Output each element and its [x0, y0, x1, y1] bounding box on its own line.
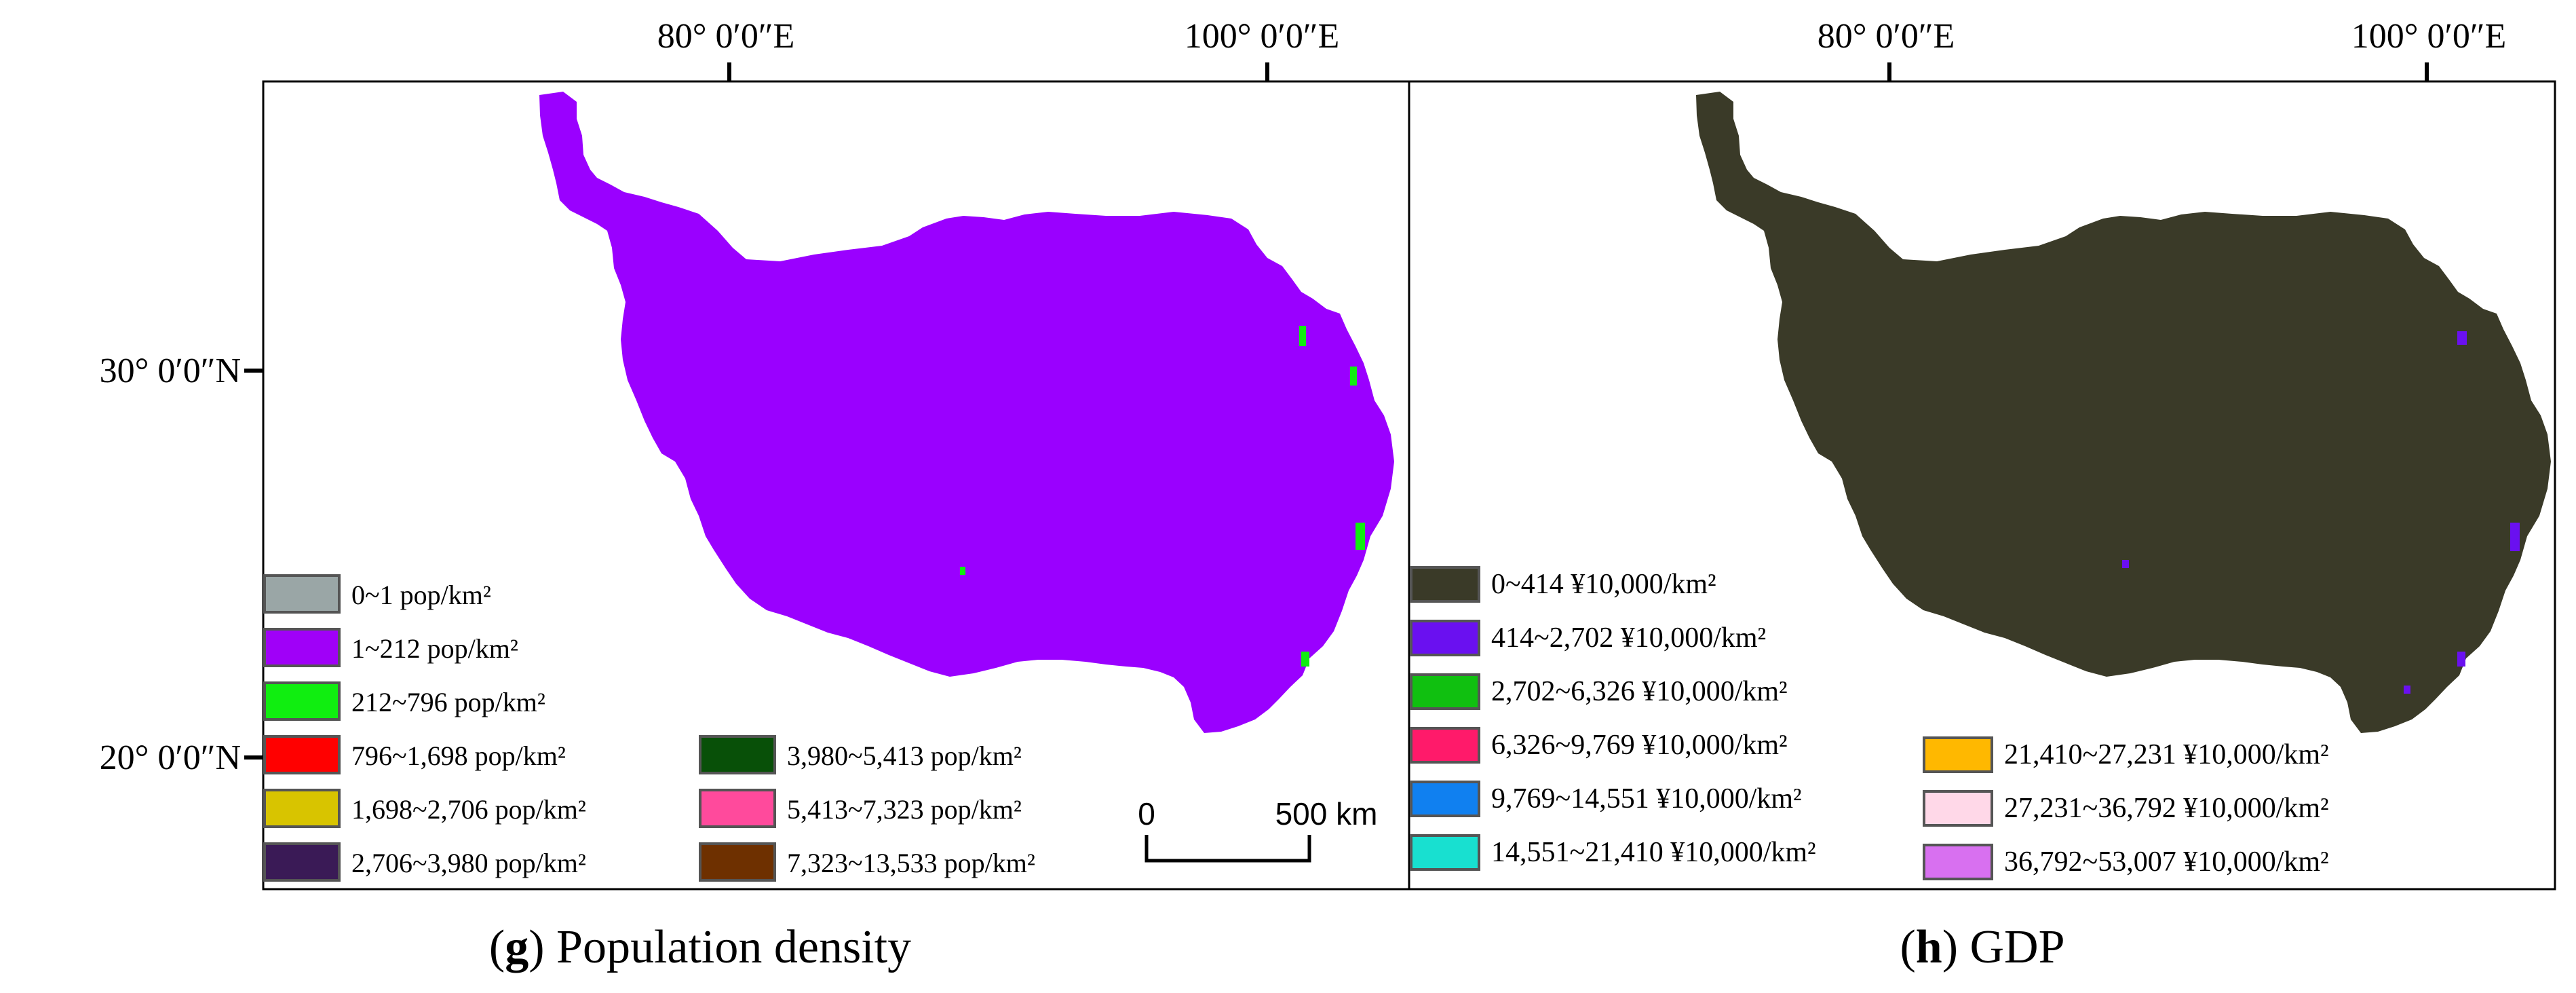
latitude-label: 20° 0′0″N — [100, 738, 241, 777]
legend-item: 14,551~21,410 ¥10,000/km² — [1410, 834, 1816, 871]
patch — [2122, 560, 2129, 568]
legend-gdp: 0~414 ¥10,000/km² 414~2,702 ¥10,000/km² 2,… — [1410, 566, 2329, 880]
legend-item: 27,231~36,792 ¥10,000/km² — [1923, 790, 2329, 827]
legend-item: 7,323~13,533 pop/km² — [699, 842, 1035, 882]
patch — [1350, 367, 1357, 386]
legend-label: 2,706~3,980 pop/km² — [351, 848, 586, 878]
legend-item: 21,410~27,231 ¥10,000/km² — [1923, 736, 2329, 773]
gdp-patches — [2122, 331, 2520, 694]
legend-swatch — [263, 681, 341, 721]
legend-item: 414~2,702 ¥10,000/km² — [1410, 620, 1766, 656]
legend-label: 27,231~36,792 ¥10,000/km² — [2004, 793, 2329, 824]
patch — [2457, 652, 2465, 667]
scale-end-label: 500 km — [1275, 796, 1378, 831]
legend-label: 9,769~14,551 ¥10,000/km² — [1491, 783, 1802, 814]
legend-swatch — [1923, 790, 1993, 827]
legend-population-density: 0~1 pop/km² 1~212 pop/km² 212~796 pop/km² 7… — [263, 574, 1035, 882]
legend-swatch — [1410, 834, 1480, 871]
legend-item: 796~1,698 pop/km² — [263, 735, 566, 774]
legend-swatch — [1410, 620, 1480, 656]
longitude-label: 100° 0′0″E — [2351, 17, 2507, 56]
left-graticule: 30° 0′0″N 20° 0′0″N — [100, 352, 265, 777]
top-graticule: 80° 0′0″E 100° 0′0″E 80° 0′0″E 100° 0′0″… — [657, 17, 2507, 83]
patch — [2510, 523, 2520, 551]
longitude-label: 80° 0′0″E — [657, 17, 795, 56]
legend-label: 3,980~5,413 pop/km² — [787, 741, 1022, 771]
legend-swatch — [1410, 673, 1480, 710]
legend-item: 0~414 ¥10,000/km² — [1410, 566, 1716, 603]
scale-bar: 0 500 km — [1138, 796, 1378, 863]
legend-label: 21,410~27,231 ¥10,000/km² — [2004, 739, 2329, 770]
legend-item: 1,698~2,706 pop/km² — [263, 789, 586, 828]
legend-label: 2,702~6,326 ¥10,000/km² — [1491, 676, 1788, 707]
panel-letter: h — [1916, 921, 1942, 973]
caption-text: GDP — [1970, 921, 2065, 973]
legend-swatch — [1410, 727, 1480, 764]
legend-label: 36,792~53,007 ¥10,000/km² — [2004, 846, 2329, 878]
legend-label: 796~1,698 pop/km² — [351, 741, 566, 771]
legend-item: 36,792~53,007 ¥10,000/km² — [1923, 844, 2329, 880]
scale-bar-line — [1145, 835, 1311, 863]
legend-item: 5,413~7,323 pop/km² — [699, 789, 1022, 828]
legend-label: 7,323~13,533 pop/km² — [787, 848, 1035, 878]
panel-gdp: 0~414 ¥10,000/km² 414~2,702 ¥10,000/km² 2,… — [1408, 80, 2556, 973]
legend-item: 2,706~3,980 pop/km² — [263, 842, 586, 882]
legend-swatch — [263, 842, 341, 882]
legend-swatch — [263, 574, 341, 614]
patch — [960, 567, 965, 575]
patch — [1356, 523, 1365, 550]
latitude-label: 30° 0′0″N — [100, 352, 241, 390]
legend-item: 212~796 pop/km² — [263, 681, 545, 721]
legend-item: 1~212 pop/km² — [263, 628, 518, 667]
longitude-label: 100° 0′0″E — [1185, 17, 1340, 56]
legend-swatch — [1923, 844, 1993, 880]
legend-swatch — [263, 789, 341, 828]
legend-label: 14,551~21,410 ¥10,000/km² — [1491, 837, 1816, 868]
legend-item: 9,769~14,551 ¥10,000/km² — [1410, 781, 1802, 817]
legend-label: 0~1 pop/km² — [351, 580, 491, 610]
legend-label: 6,326~9,769 ¥10,000/km² — [1491, 730, 1788, 761]
patch — [2404, 686, 2410, 694]
legend-label: 0~414 ¥10,000/km² — [1491, 569, 1716, 600]
legend-swatch — [1923, 736, 1993, 773]
legend-swatch — [699, 735, 776, 774]
legend-item: 6,326~9,769 ¥10,000/km² — [1410, 727, 1788, 764]
legend-label: 212~796 pop/km² — [351, 687, 545, 717]
legend-item: 2,702~6,326 ¥10,000/km² — [1410, 673, 1788, 710]
patch — [1299, 326, 1306, 346]
patch — [2457, 331, 2467, 345]
legend-item: 0~1 pop/km² — [263, 574, 491, 614]
panel-caption: (h) GDP — [1900, 921, 2064, 973]
caption-text: Population density — [556, 921, 911, 973]
urban-patches — [960, 326, 1365, 667]
legend-swatch — [699, 842, 776, 882]
legend-label: 414~2,702 ¥10,000/km² — [1491, 622, 1766, 654]
longitude-label: 80° 0′0″E — [1818, 17, 1955, 56]
patch — [1301, 652, 1309, 667]
legend-label: 1,698~2,706 pop/km² — [351, 794, 586, 825]
legend-label: 5,413~7,323 pop/km² — [787, 794, 1022, 825]
panel-population-density: 0~1 pop/km² 1~212 pop/km² 212~796 pop/km² 7… — [262, 80, 1410, 973]
panel-caption: (g) Population density — [489, 921, 911, 973]
legend-swatch — [1410, 781, 1480, 817]
legend-swatch — [263, 628, 341, 667]
panel-letter: g — [505, 921, 528, 973]
legend-swatch — [263, 735, 341, 774]
legend-label: 1~212 pop/km² — [351, 633, 518, 664]
scale-start-label: 0 — [1138, 796, 1155, 831]
legend-swatch — [699, 789, 776, 828]
legend-item: 3,980~5,413 pop/km² — [699, 735, 1022, 774]
legend-swatch — [1410, 566, 1480, 603]
